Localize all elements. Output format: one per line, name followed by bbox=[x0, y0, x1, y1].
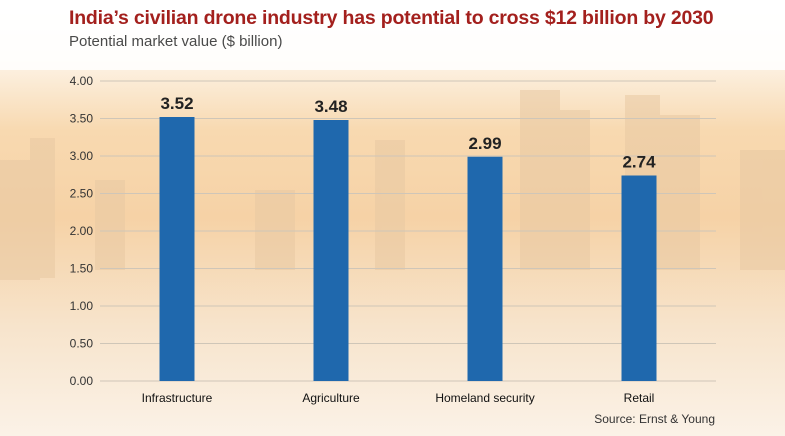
y-tick-label: 3.50 bbox=[70, 112, 94, 126]
x-category-label: Retail bbox=[624, 391, 655, 405]
bar bbox=[621, 175, 657, 381]
y-tick-label: 3.00 bbox=[70, 149, 94, 163]
y-tick-label: 1.50 bbox=[70, 262, 94, 276]
data-label: 2.74 bbox=[622, 153, 656, 172]
y-tick-label: 1.00 bbox=[70, 299, 94, 313]
y-tick-label: 4.00 bbox=[70, 74, 94, 88]
y-tick-label: 0.00 bbox=[70, 374, 94, 388]
x-category-label: Infrastructure bbox=[142, 391, 213, 405]
y-tick-label: 2.00 bbox=[70, 224, 94, 238]
source-note: Source: Ernst & Young bbox=[594, 412, 715, 426]
bar bbox=[159, 117, 195, 381]
data-label: 3.52 bbox=[160, 94, 193, 113]
data-label: 3.48 bbox=[314, 97, 347, 116]
x-category-label: Agriculture bbox=[302, 391, 360, 405]
chart-title: India’s civilian drone industry has pote… bbox=[69, 7, 714, 29]
bar bbox=[313, 120, 349, 381]
y-tick-label: 2.50 bbox=[70, 187, 94, 201]
x-category-label: Homeland security bbox=[435, 391, 534, 405]
bar bbox=[467, 156, 503, 381]
y-tick-label: 0.50 bbox=[70, 337, 94, 351]
data-label: 2.99 bbox=[468, 134, 501, 153]
chart-subtitle: Potential market value ($ billion) bbox=[69, 33, 283, 50]
